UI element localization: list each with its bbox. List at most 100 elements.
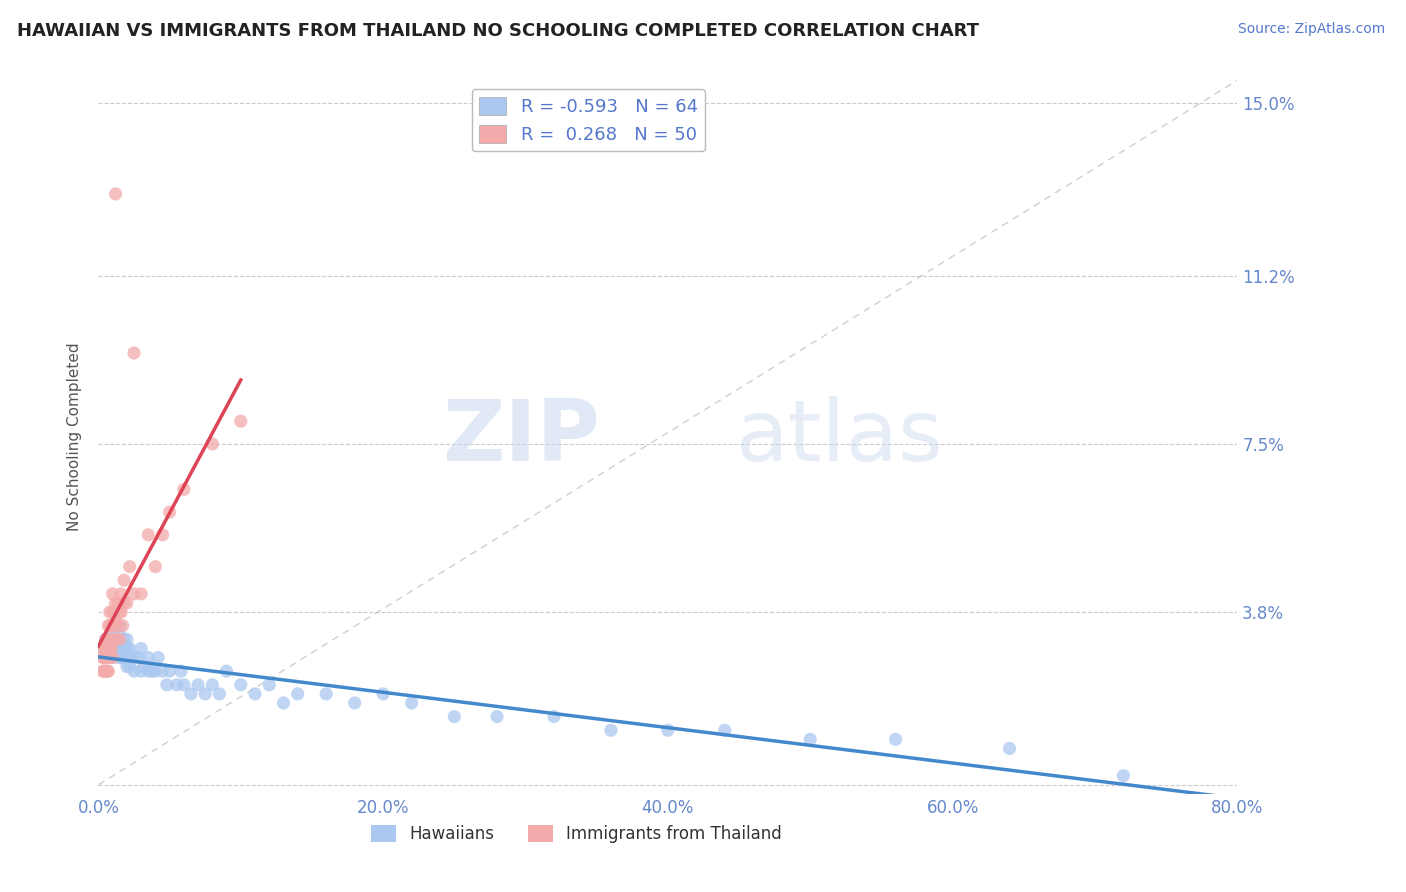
Point: [96, 664, 118, 678]
Point: [714, 723, 737, 738]
Point: [94, 664, 117, 678]
Point: [166, 678, 188, 692]
Point: [148, 650, 170, 665]
Point: [159, 664, 181, 678]
Point: [91, 641, 114, 656]
Point: [136, 528, 159, 542]
Point: [107, 596, 129, 610]
Point: [156, 678, 179, 692]
Point: [108, 632, 131, 647]
Point: [208, 687, 231, 701]
Point: [229, 678, 252, 692]
Point: [194, 687, 217, 701]
Point: [94, 650, 117, 665]
Point: [118, 559, 141, 574]
Point: [104, 641, 127, 656]
Point: [97, 664, 120, 678]
Point: [104, 632, 127, 647]
Point: [543, 709, 565, 723]
Point: [600, 723, 623, 738]
Point: [104, 614, 127, 628]
Point: [115, 659, 138, 673]
Point: [170, 664, 193, 678]
Point: [243, 687, 266, 701]
Point: [173, 678, 195, 692]
Point: [122, 650, 145, 665]
Point: [96, 632, 118, 647]
Point: [108, 650, 131, 665]
Point: [201, 678, 224, 692]
Point: [93, 641, 115, 656]
Point: [315, 687, 337, 701]
Point: [93, 650, 115, 665]
Point: [104, 632, 127, 647]
Point: [108, 641, 131, 656]
Point: [401, 696, 423, 710]
Point: [273, 696, 295, 710]
Point: [101, 605, 124, 619]
Point: [486, 709, 509, 723]
Point: [145, 559, 167, 574]
Point: [373, 687, 395, 701]
Point: [105, 618, 128, 632]
Point: [180, 687, 202, 701]
Point: [111, 618, 134, 632]
Point: [1112, 769, 1135, 783]
Point: [96, 650, 118, 665]
Point: [94, 641, 117, 656]
Point: [187, 678, 209, 692]
Point: [343, 696, 366, 710]
Point: [287, 687, 309, 701]
Point: [110, 605, 132, 619]
Point: [112, 632, 135, 647]
Point: [115, 650, 138, 665]
Point: [98, 650, 121, 665]
Point: [122, 346, 145, 360]
Text: atlas: atlas: [737, 395, 945, 479]
Point: [91, 650, 114, 665]
Point: [129, 664, 152, 678]
Point: [118, 641, 141, 656]
Text: ZIP: ZIP: [441, 395, 599, 479]
Point: [884, 732, 907, 747]
Point: [159, 505, 181, 519]
Point: [108, 628, 131, 642]
Point: [115, 641, 138, 656]
Point: [101, 650, 124, 665]
Point: [100, 618, 122, 632]
Point: [110, 587, 132, 601]
Point: [93, 664, 115, 678]
Point: [98, 618, 121, 632]
Point: [229, 414, 252, 428]
Point: [129, 641, 152, 656]
Point: [145, 664, 167, 678]
Point: [108, 618, 131, 632]
Point: [443, 709, 465, 723]
Point: [112, 650, 135, 665]
Point: [657, 723, 679, 738]
Point: [132, 659, 155, 673]
Point: [201, 437, 224, 451]
Point: [259, 678, 281, 692]
Point: [998, 741, 1021, 756]
Point: [152, 528, 174, 542]
Point: [112, 641, 135, 656]
Point: [122, 587, 145, 601]
Point: [94, 632, 117, 647]
Point: [108, 605, 131, 619]
Point: [115, 596, 138, 610]
Point: [101, 618, 124, 632]
Text: HAWAIIAN VS IMMIGRANTS FROM THAILAND NO SCHOOLING COMPLETED CORRELATION CHART: HAWAIIAN VS IMMIGRANTS FROM THAILAND NO …: [17, 22, 979, 40]
Point: [215, 664, 238, 678]
Point: [173, 483, 195, 497]
Point: [101, 628, 124, 642]
Point: [104, 186, 127, 201]
Point: [118, 659, 141, 673]
Point: [104, 596, 127, 610]
Point: [101, 650, 124, 665]
Point: [94, 632, 117, 647]
Point: [136, 664, 159, 678]
Point: [122, 664, 145, 678]
Y-axis label: No Schooling Completed: No Schooling Completed: [66, 343, 82, 532]
Point: [112, 596, 135, 610]
